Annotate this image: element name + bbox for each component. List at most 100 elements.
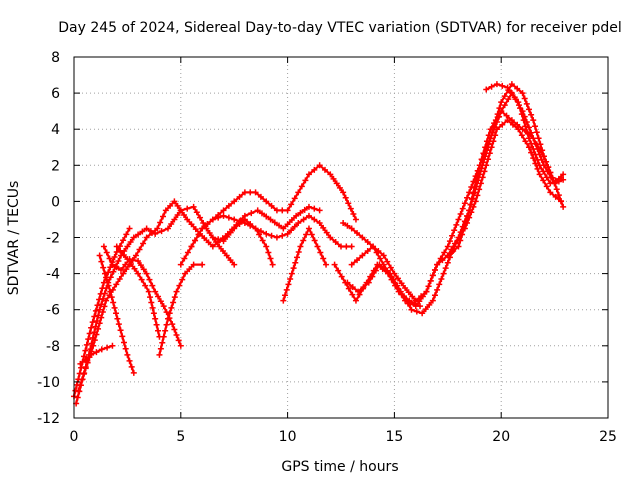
data-point-marker [91,337,98,344]
data-point-marker [331,261,338,268]
data-point-marker [498,108,505,115]
data-point-marker [282,292,289,299]
data-point-marker [120,251,127,258]
data-point-marker [140,266,147,273]
data-point-marker [98,258,105,265]
data-point-marker [77,360,84,367]
data-point-marker [231,216,238,223]
data-point-marker [128,363,135,370]
data-point-marker [140,240,147,247]
data-point-marker [525,124,532,131]
data-point-marker [525,144,532,151]
data-point-marker [156,351,163,358]
data-point-marker [263,243,270,250]
data-point-marker [488,144,495,151]
data-point-marker [442,265,449,272]
data-point-marker [476,162,483,169]
data-point-marker [220,212,227,219]
data-point-marker [268,202,275,209]
data-point-marker [283,286,290,293]
data-point-marker [303,231,310,238]
data-point-marker [152,230,159,237]
axis-ticks: 0 5 10 15 20 25 -12 -10 -8 -6 -4 -2 0 2 4 6 8 [37,50,617,445]
data-point-marker [103,249,110,256]
data-point-marker [84,359,91,366]
data-point-marker [80,371,87,378]
data-point-marker [464,194,471,201]
data-point-marker [547,189,554,196]
data-point-marker [534,156,541,163]
data-point-marker [451,227,458,234]
data-point-marker [444,243,451,250]
data-point-marker [105,282,112,289]
data-point-marker [520,117,527,124]
data-point-marker [354,257,361,264]
data-point-marker [305,212,312,219]
data-point-marker [308,231,315,238]
data-point-marker [197,214,204,221]
data-point-marker [323,229,330,236]
data-point-marker [302,177,309,184]
data-point-marker [241,216,248,223]
data-point-marker [476,186,483,193]
data-point-marker [107,288,114,295]
data-point-marker [359,234,366,241]
data-point-marker [184,216,191,223]
data-point-marker [174,211,181,218]
y-tick-label: -10 [37,375,60,391]
data-point-marker [474,173,481,180]
data-point-marker [247,189,254,196]
data-point-marker [485,156,492,163]
data-point-marker [177,342,184,349]
x-tick-label: 5 [176,429,185,445]
data-point-marker [146,276,153,283]
data-point-marker [110,299,117,306]
data-point-marker [167,202,174,209]
data-point-marker [345,285,352,292]
data-point-marker [532,160,539,167]
data-point-marker [184,205,191,212]
data-point-marker [291,195,298,202]
data-point-marker [413,308,420,315]
data-point-marker [120,237,127,244]
series-track-2 [73,203,238,407]
data-point-marker [429,297,436,304]
data-point-marker [359,252,366,259]
data-point-marker [434,261,441,268]
data-point-marker [149,282,156,289]
data-point-marker [384,258,391,265]
data-point-marker [379,266,386,273]
data-point-marker [95,325,102,332]
data-point-marker [448,246,455,253]
y-tick-label: 8 [51,50,60,66]
data-point-marker [348,225,355,232]
data-point-marker [364,248,371,255]
data-point-marker [231,225,238,232]
data-point-marker [316,207,323,214]
data-point-marker [252,189,259,196]
data-point-marker [384,270,391,277]
x-tick-label: 15 [385,429,403,445]
data-point-marker [482,144,489,151]
data-point-marker [173,331,180,338]
data-point-marker [356,291,363,298]
data-point-marker [348,243,355,250]
data-point-marker [100,264,107,271]
data-point-marker [374,261,381,268]
series-layer [71,81,567,407]
data-point-marker [451,240,458,247]
data-point-marker [116,276,123,283]
data-point-marker [153,321,160,328]
data-point-marker [215,236,222,243]
data-point-marker [363,279,370,286]
data-point-marker [436,281,443,288]
data-point-marker [82,356,89,363]
x-tick-label: 20 [492,429,510,445]
data-point-marker [163,309,170,316]
data-point-marker [295,220,302,227]
data-point-marker [490,138,497,145]
data-point-marker [268,232,275,239]
data-point-marker [164,225,171,232]
data-point-marker [117,266,124,273]
data-point-marker [109,342,116,349]
